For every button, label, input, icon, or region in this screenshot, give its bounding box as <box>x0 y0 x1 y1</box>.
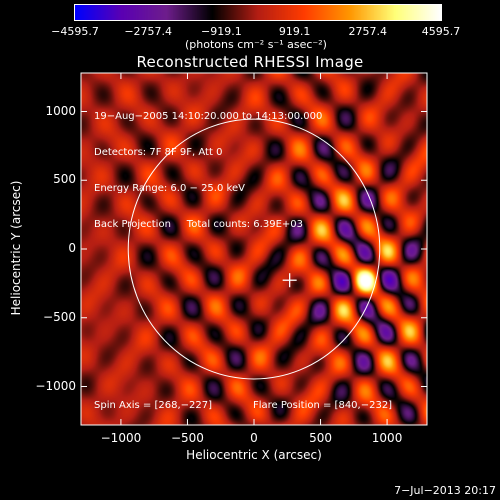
flare-position-label: Flare Position = [840,−232] <box>253 400 393 411</box>
x-tick-label: −500 <box>170 431 204 445</box>
x-tick-label: 500 <box>309 431 332 445</box>
colorbar-tick-label: 2757.4 <box>348 25 388 38</box>
spin-axis-label: Spin Axis = [268,−227] <box>94 400 213 411</box>
colorbar-units: (photons cm⁻² s⁻¹ asec⁻²) <box>185 38 327 51</box>
info-line-time: 19−Aug−2005 14:10:20.000 to 14:13:00.000 <box>94 111 323 122</box>
colorbar-tick-label: −4595.7 <box>51 25 99 38</box>
colorbar-tick-label: −919.1 <box>201 25 242 38</box>
image-plot <box>81 73 427 425</box>
info-text: 19−Aug−2005 14:10:20.000 to 14:13:00.000… <box>94 87 322 243</box>
x-tick-label: 1000 <box>371 431 403 445</box>
info-line-energy: Energy Range: 6.0 − 25.0 keV <box>94 183 245 194</box>
info-line-detectors: Detectors: 7F 8F 9F, Att 0 <box>94 147 223 158</box>
y-tick-label: 0 <box>68 241 76 255</box>
y-axis-label: Heliocentric Y (arcsec) <box>9 180 23 316</box>
x-tick-label: −1000 <box>100 431 142 445</box>
chart-title: Reconstructed RHESSI Image <box>136 53 364 71</box>
x-tick-label: 0 <box>250 431 258 445</box>
colorbar <box>74 4 442 21</box>
colorbar-tick-label: 919.1 <box>278 25 311 38</box>
x-axis-label: Heliocentric X (arcsec) <box>186 448 322 462</box>
footer-timestamp: 7−Jul−2013 20:17 <box>394 484 496 497</box>
y-tick-label: −500 <box>43 309 76 324</box>
y-tick-label: 500 <box>53 172 76 187</box>
info-line-method: Back Projection Total counts: 6.39E+03 <box>94 219 303 230</box>
colorbar-tick-label: 4595.7 <box>421 25 461 38</box>
solar-limb-circle <box>127 118 381 380</box>
y-tick-label: −1000 <box>35 378 76 393</box>
y-tick-label: 1000 <box>45 103 76 118</box>
colorbar-tick-label: −2757.4 <box>124 25 173 38</box>
